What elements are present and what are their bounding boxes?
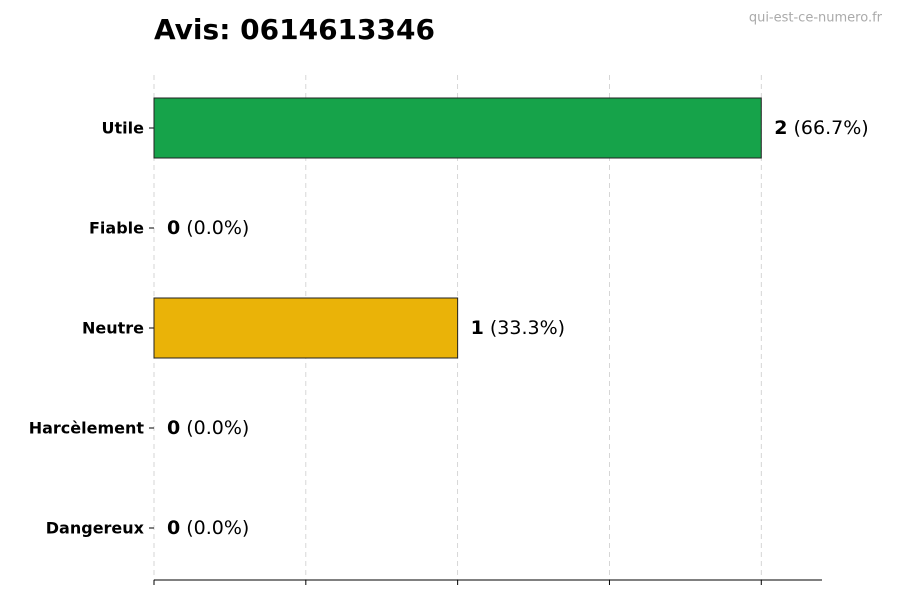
- value-label: 2 (66.7%): [774, 117, 868, 139]
- value-count: 0: [167, 217, 180, 239]
- value-count: 1: [471, 317, 484, 339]
- value-count: 0: [167, 517, 180, 539]
- value-share: (0.0%): [186, 417, 249, 439]
- value-share: (66.7%): [794, 117, 869, 139]
- value-count: 0: [167, 417, 180, 439]
- bar: [153, 97, 762, 159]
- value-label: 0 (0.0%): [167, 517, 249, 539]
- value-count: 2: [774, 117, 787, 139]
- value-label: 0 (0.0%): [167, 217, 249, 239]
- value-share: (0.0%): [186, 517, 249, 539]
- watermark: qui-est-ce-numero.fr: [749, 11, 883, 26]
- y-tick-label: Harcèlement: [29, 419, 145, 438]
- y-tick-label: Fiable: [89, 219, 144, 238]
- value-share: (0.0%): [186, 217, 249, 239]
- y-tick-label: Neutre: [82, 319, 144, 338]
- y-tick-label: Dangereux: [46, 519, 145, 538]
- bar: [153, 297, 459, 359]
- value-label: 1 (33.3%): [471, 317, 565, 339]
- value-share: (33.3%): [490, 317, 565, 339]
- value-label: 0 (0.0%): [167, 417, 249, 439]
- y-tick-label: Utile: [102, 119, 145, 138]
- chart-title: Avis: 0614613346: [154, 13, 435, 46]
